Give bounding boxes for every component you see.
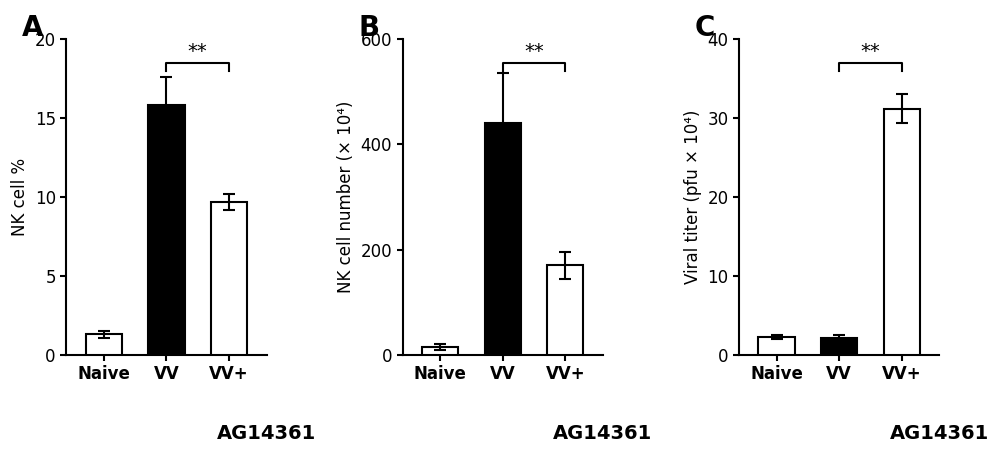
Y-axis label: Viral titer (pfu × 10⁴): Viral titer (pfu × 10⁴) <box>684 110 702 284</box>
Bar <box>547 265 583 355</box>
Bar <box>148 106 185 355</box>
Bar <box>211 202 247 355</box>
Text: AG14361: AG14361 <box>553 425 653 443</box>
Text: **: ** <box>188 42 208 61</box>
Bar <box>884 109 920 355</box>
Bar <box>485 123 521 355</box>
Text: AG14361: AG14361 <box>217 425 316 443</box>
Text: B: B <box>359 14 380 42</box>
Text: A: A <box>22 14 44 42</box>
Y-axis label: NK cell number (× 10⁴): NK cell number (× 10⁴) <box>337 101 355 293</box>
Y-axis label: NK cell %: NK cell % <box>11 158 29 236</box>
Text: AG14361: AG14361 <box>890 425 989 443</box>
Text: **: ** <box>524 42 544 61</box>
Bar <box>422 347 458 355</box>
Text: **: ** <box>861 42 880 61</box>
Bar <box>821 338 857 355</box>
Text: C: C <box>695 14 715 42</box>
Bar <box>758 337 795 355</box>
Bar <box>86 334 122 355</box>
